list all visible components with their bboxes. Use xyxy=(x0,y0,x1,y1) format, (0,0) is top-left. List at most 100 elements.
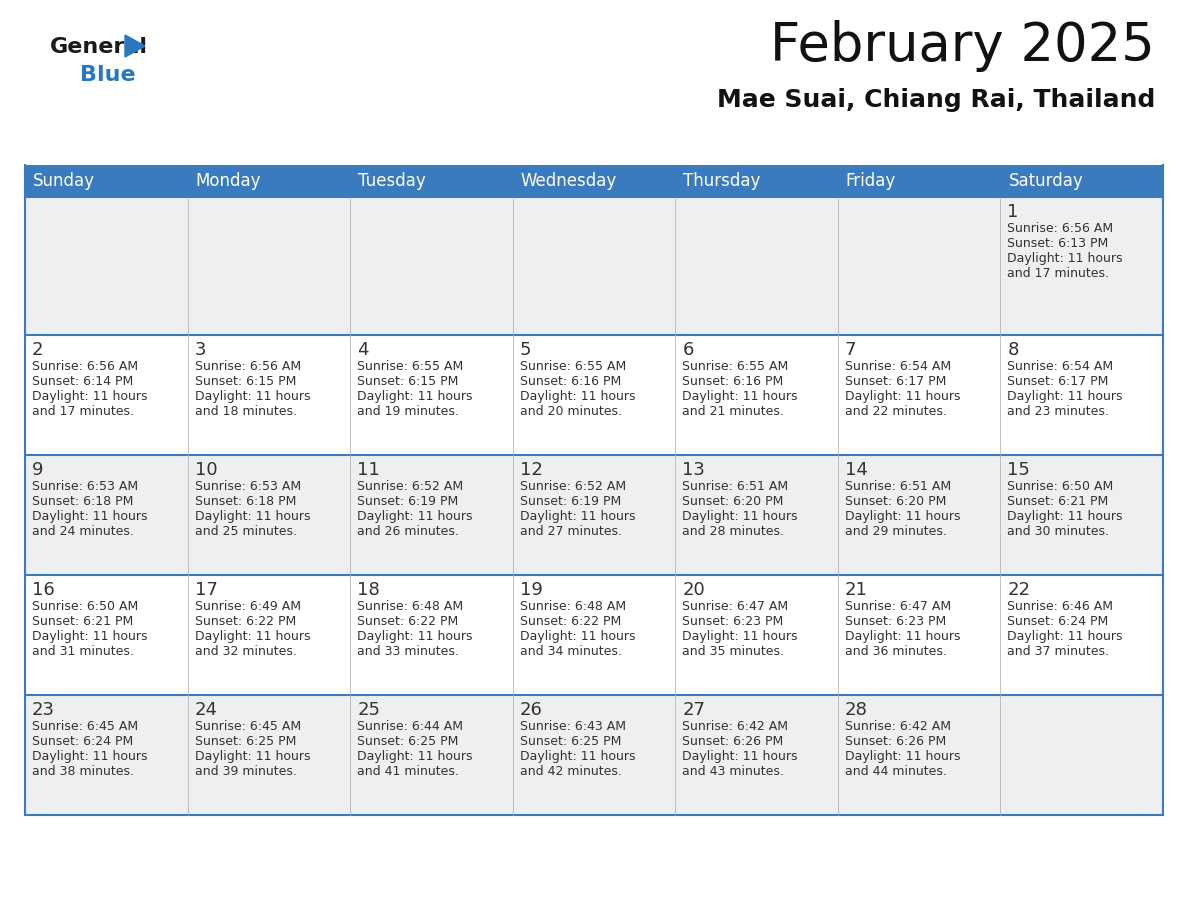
Text: and 31 minutes.: and 31 minutes. xyxy=(32,645,134,658)
Text: Sunrise: 6:55 AM: Sunrise: 6:55 AM xyxy=(519,360,626,373)
Bar xyxy=(838,335,1000,455)
Text: Sunrise: 6:44 AM: Sunrise: 6:44 AM xyxy=(358,720,463,733)
Text: Sunrise: 6:52 AM: Sunrise: 6:52 AM xyxy=(358,480,463,493)
Text: 24: 24 xyxy=(195,701,217,719)
Bar xyxy=(513,197,675,335)
Bar xyxy=(838,695,1000,815)
Bar xyxy=(188,575,350,695)
Text: Daylight: 11 hours: Daylight: 11 hours xyxy=(682,390,798,403)
Text: Monday: Monday xyxy=(196,172,261,190)
Text: Daylight: 11 hours: Daylight: 11 hours xyxy=(845,510,960,523)
Bar xyxy=(25,165,188,197)
Bar xyxy=(25,695,188,815)
Text: Sunrise: 6:53 AM: Sunrise: 6:53 AM xyxy=(195,480,301,493)
Text: Daylight: 11 hours: Daylight: 11 hours xyxy=(195,630,310,643)
Text: 4: 4 xyxy=(358,341,368,359)
Text: Sunset: 6:20 PM: Sunset: 6:20 PM xyxy=(845,495,946,508)
Text: Sunrise: 6:55 AM: Sunrise: 6:55 AM xyxy=(358,360,463,373)
Text: 2: 2 xyxy=(32,341,44,359)
Text: and 35 minutes.: and 35 minutes. xyxy=(682,645,784,658)
Text: 12: 12 xyxy=(519,461,543,479)
Text: Sunset: 6:19 PM: Sunset: 6:19 PM xyxy=(358,495,459,508)
Text: Daylight: 11 hours: Daylight: 11 hours xyxy=(195,750,310,763)
Bar xyxy=(188,455,350,575)
Text: Mae Suai, Chiang Rai, Thailand: Mae Suai, Chiang Rai, Thailand xyxy=(716,88,1155,112)
Text: Sunset: 6:22 PM: Sunset: 6:22 PM xyxy=(358,615,459,628)
Text: Daylight: 11 hours: Daylight: 11 hours xyxy=(1007,390,1123,403)
Bar xyxy=(675,335,838,455)
Text: Sunset: 6:20 PM: Sunset: 6:20 PM xyxy=(682,495,784,508)
Text: 3: 3 xyxy=(195,341,206,359)
Text: Sunset: 6:18 PM: Sunset: 6:18 PM xyxy=(195,495,296,508)
Bar xyxy=(1000,455,1163,575)
Text: 8: 8 xyxy=(1007,341,1019,359)
Text: Thursday: Thursday xyxy=(683,172,760,190)
Text: Daylight: 11 hours: Daylight: 11 hours xyxy=(195,510,310,523)
Text: Sunrise: 6:42 AM: Sunrise: 6:42 AM xyxy=(845,720,950,733)
Bar xyxy=(1000,575,1163,695)
Text: Daylight: 11 hours: Daylight: 11 hours xyxy=(682,510,798,523)
Bar xyxy=(675,695,838,815)
Text: and 19 minutes.: and 19 minutes. xyxy=(358,405,459,418)
Text: and 21 minutes.: and 21 minutes. xyxy=(682,405,784,418)
Text: 11: 11 xyxy=(358,461,380,479)
Text: Sunset: 6:13 PM: Sunset: 6:13 PM xyxy=(1007,237,1108,250)
Bar xyxy=(1000,695,1163,815)
Text: and 32 minutes.: and 32 minutes. xyxy=(195,645,297,658)
Text: 25: 25 xyxy=(358,701,380,719)
Text: and 27 minutes.: and 27 minutes. xyxy=(519,525,621,538)
Text: Daylight: 11 hours: Daylight: 11 hours xyxy=(1007,630,1123,643)
Bar xyxy=(838,197,1000,335)
Text: and 24 minutes.: and 24 minutes. xyxy=(32,525,134,538)
Bar xyxy=(350,695,513,815)
Text: and 43 minutes.: and 43 minutes. xyxy=(682,765,784,778)
Text: Sunrise: 6:53 AM: Sunrise: 6:53 AM xyxy=(32,480,138,493)
Text: 13: 13 xyxy=(682,461,706,479)
Text: Daylight: 11 hours: Daylight: 11 hours xyxy=(32,390,147,403)
Bar xyxy=(675,165,838,197)
Text: Daylight: 11 hours: Daylight: 11 hours xyxy=(358,390,473,403)
Bar xyxy=(675,197,838,335)
Text: and 33 minutes.: and 33 minutes. xyxy=(358,645,459,658)
Text: and 18 minutes.: and 18 minutes. xyxy=(195,405,297,418)
Text: 27: 27 xyxy=(682,701,706,719)
Text: Friday: Friday xyxy=(846,172,896,190)
Bar xyxy=(675,455,838,575)
Text: 14: 14 xyxy=(845,461,867,479)
Text: 18: 18 xyxy=(358,581,380,599)
Text: Sunrise: 6:54 AM: Sunrise: 6:54 AM xyxy=(845,360,950,373)
Text: Blue: Blue xyxy=(80,65,135,85)
Text: 5: 5 xyxy=(519,341,531,359)
Text: 21: 21 xyxy=(845,581,867,599)
Text: and 17 minutes.: and 17 minutes. xyxy=(32,405,134,418)
Bar xyxy=(838,165,1000,197)
Text: Sunset: 6:17 PM: Sunset: 6:17 PM xyxy=(845,375,946,388)
Text: 28: 28 xyxy=(845,701,867,719)
Text: Sunset: 6:24 PM: Sunset: 6:24 PM xyxy=(32,735,133,748)
Bar xyxy=(188,165,350,197)
Bar xyxy=(188,197,350,335)
Text: 6: 6 xyxy=(682,341,694,359)
Bar xyxy=(1000,165,1163,197)
Text: and 38 minutes.: and 38 minutes. xyxy=(32,765,134,778)
Text: Daylight: 11 hours: Daylight: 11 hours xyxy=(358,630,473,643)
Text: Sunday: Sunday xyxy=(33,172,95,190)
Bar xyxy=(513,695,675,815)
Text: and 39 minutes.: and 39 minutes. xyxy=(195,765,297,778)
Polygon shape xyxy=(125,35,145,57)
Text: 20: 20 xyxy=(682,581,704,599)
Text: and 17 minutes.: and 17 minutes. xyxy=(1007,267,1110,280)
Text: General: General xyxy=(50,37,148,57)
Text: Sunset: 6:14 PM: Sunset: 6:14 PM xyxy=(32,375,133,388)
Text: and 30 minutes.: and 30 minutes. xyxy=(1007,525,1110,538)
Text: Daylight: 11 hours: Daylight: 11 hours xyxy=(682,630,798,643)
Text: Sunset: 6:25 PM: Sunset: 6:25 PM xyxy=(519,735,621,748)
Text: Sunrise: 6:56 AM: Sunrise: 6:56 AM xyxy=(195,360,301,373)
Text: Daylight: 11 hours: Daylight: 11 hours xyxy=(519,630,636,643)
Text: Sunset: 6:15 PM: Sunset: 6:15 PM xyxy=(358,375,459,388)
Text: Sunset: 6:19 PM: Sunset: 6:19 PM xyxy=(519,495,621,508)
Text: Daylight: 11 hours: Daylight: 11 hours xyxy=(845,390,960,403)
Text: 19: 19 xyxy=(519,581,543,599)
Bar xyxy=(1000,197,1163,335)
Text: Sunset: 6:21 PM: Sunset: 6:21 PM xyxy=(1007,495,1108,508)
